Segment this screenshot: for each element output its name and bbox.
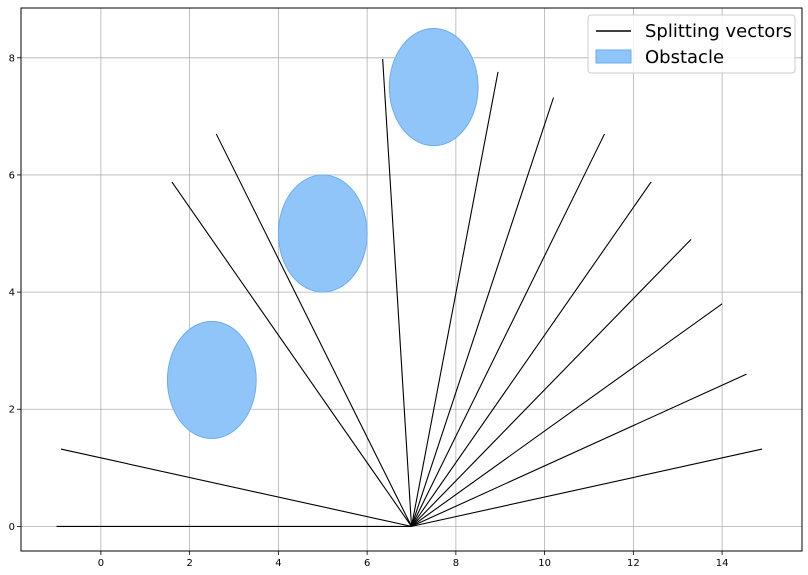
y-tick-label-1: 2 <box>9 405 15 416</box>
vector-line-7 <box>411 133 606 527</box>
vector-line-3 <box>215 133 412 527</box>
obstacle-group <box>166 28 479 440</box>
legend-patch-swatch <box>595 49 632 64</box>
axis-ticks: 0 2 4 6 8 10 12 14 0 2 4 6 8 <box>9 53 729 569</box>
vector-line-6 <box>410 97 555 527</box>
vector-line-10 <box>411 303 723 527</box>
obstacle-0 <box>166 320 257 440</box>
plot-frame <box>20 7 803 552</box>
x-tick-label-7: 14 <box>716 558 729 569</box>
vector-line-5 <box>410 71 499 527</box>
y-tick-label-3: 6 <box>9 170 15 181</box>
vector-line-1 <box>60 448 412 527</box>
x-tick-label-3: 6 <box>364 558 370 569</box>
vector-line-11 <box>411 373 747 527</box>
x-tick-label-5: 10 <box>538 558 551 569</box>
legend: Splitting vectors Obstacle <box>587 14 796 74</box>
y-tick-label-2: 4 <box>9 288 15 299</box>
vector-line-2 <box>171 181 412 527</box>
y-tick-label-0: 0 <box>9 522 15 533</box>
x-tick-label-0: 0 <box>98 558 104 569</box>
y-tick-label-4: 8 <box>9 53 15 64</box>
vector-group <box>56 58 763 527</box>
x-tick-label-6: 12 <box>627 558 640 569</box>
x-tick-label-4: 8 <box>453 558 459 569</box>
legend-label-obstacle: Obstacle <box>645 47 724 68</box>
legend-label-vectors: Splitting vectors <box>645 21 792 42</box>
obstacle-1 <box>277 174 368 293</box>
vector-line-9 <box>411 238 692 527</box>
obstacle-2 <box>388 28 479 147</box>
vector-line-4 <box>382 58 413 527</box>
vector-line-12 <box>411 448 763 527</box>
vector-line-8 <box>411 181 652 527</box>
legend-box <box>587 14 796 74</box>
x-tick-label-1: 2 <box>186 558 192 569</box>
x-tick-label-2: 4 <box>275 558 281 569</box>
